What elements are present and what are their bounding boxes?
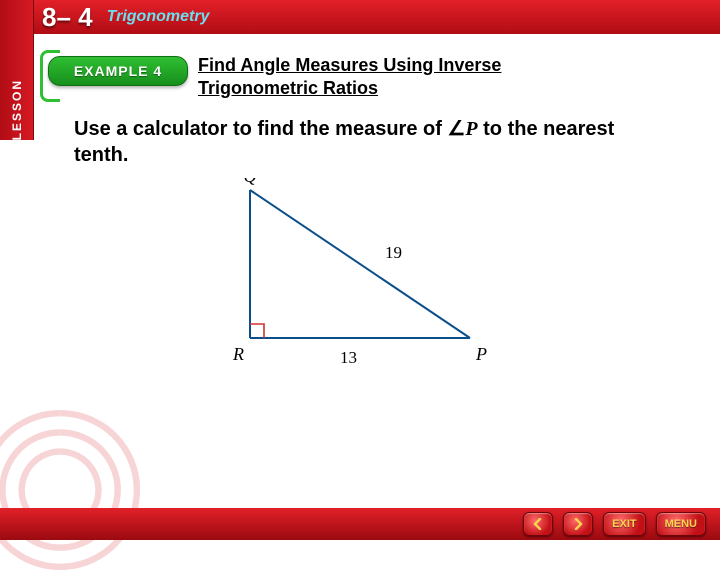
header-bar: 8– 4 Trigonometry — [34, 0, 720, 34]
svg-text:13: 13 — [340, 348, 357, 367]
angle-symbol: ∠ — [447, 118, 465, 140]
svg-text:Q: Q — [244, 178, 257, 186]
angle-vertex: P — [465, 118, 477, 140]
example-title: Find Angle Measures Using Inverse Trigon… — [198, 54, 598, 99]
menu-button[interactable]: MENU — [656, 512, 706, 536]
example-badge-text: EXAMPLE 4 — [74, 63, 162, 79]
next-button[interactable] — [563, 512, 593, 536]
svg-text:19: 19 — [385, 243, 402, 262]
problem-text: Use a calculator to find the measure of … — [74, 116, 654, 168]
lesson-side-tab: LESSON — [0, 0, 34, 140]
lesson-title: Trigonometry — [107, 8, 210, 26]
svg-text:P: P — [475, 344, 487, 364]
svg-text:R: R — [232, 344, 244, 364]
lesson-side-label: LESSON — [10, 59, 24, 140]
lesson-number: 8– 4 — [42, 2, 93, 33]
problem-prefix: Use a calculator to find the measure of — [74, 118, 447, 140]
footer-decoration — [0, 410, 140, 570]
triangle-svg: 13 19 Q R P — [190, 178, 510, 388]
exit-button[interactable]: EXIT — [603, 512, 645, 536]
example-badge: EXAMPLE 4 — [48, 56, 188, 86]
prev-button[interactable] — [523, 512, 553, 536]
chevron-right-icon — [572, 518, 584, 530]
footer-bar: EXIT MENU — [0, 508, 720, 540]
chevron-left-icon — [532, 518, 544, 530]
triangle-figure: 13 19 Q R P — [190, 178, 510, 388]
